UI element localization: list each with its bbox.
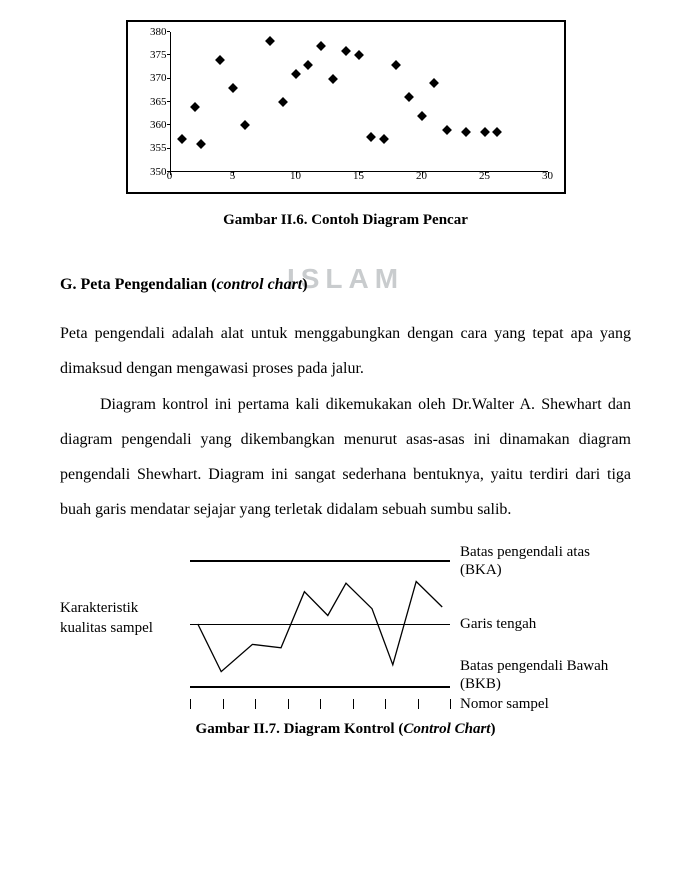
section-italic: control chart (216, 276, 302, 293)
sample-tick (418, 699, 419, 709)
sample-tick (288, 699, 289, 709)
section-title: Peta Pengendalian (80, 276, 207, 293)
sample-tick (320, 699, 321, 709)
xtick-label: 30 (542, 164, 553, 188)
section-letter: G. (60, 276, 76, 293)
section-heading: G. Peta Pengendalian (control chart) (60, 267, 631, 302)
control-cap-b: ) (490, 721, 495, 737)
ytick-label: 365 (136, 90, 167, 114)
xtick-label: 25 (479, 164, 490, 188)
ytick-label: 355 (136, 137, 167, 161)
control-chart (190, 539, 450, 709)
ytick-label: 360 (136, 113, 167, 137)
sample-number-label: Nomor sampel (460, 695, 549, 713)
sample-tick (353, 699, 354, 709)
xtick-label: 5 (230, 164, 236, 188)
control-chart-wrap: Karakteristik kualitas sampel Batas peng… (60, 539, 631, 709)
ytick-label: 375 (136, 43, 167, 67)
xtick-label: 20 (416, 164, 427, 188)
control-left-label: Karakteristik kualitas sampel (60, 599, 180, 638)
scatter-caption: Gambar II.6. Contoh Diagram Pencar (60, 204, 631, 237)
right-labels: Batas pengendali atas (BKA) Garis tengah… (460, 539, 610, 709)
xtick-label: 10 (290, 164, 301, 188)
control-hline (190, 624, 450, 625)
paragraph-2: Diagram kontrol ini pertama kali dikemuk… (60, 387, 631, 528)
scatter-frame: 350355360365370375380 0 5 10 15 20 25 30 (126, 20, 566, 194)
sample-tick (255, 699, 256, 709)
control-cap-a: Gambar II.7. Diagram Kontrol ( (196, 721, 404, 737)
ytick-label: 370 (136, 67, 167, 91)
control-cap-i: Control Chart (403, 721, 490, 737)
paragraph-1: Peta pengendali adalah alat untuk mengga… (60, 316, 631, 386)
ytick-label: 380 (136, 20, 167, 44)
sample-tick (450, 699, 451, 709)
control-hline (190, 686, 450, 688)
ytick-label: 350 (136, 160, 167, 184)
xtick-label: 15 (353, 164, 364, 188)
center-line-label: Garis tengah (460, 615, 536, 633)
upper-limit-label: Batas pengendali atas (BKA) (460, 543, 610, 579)
sample-tick (223, 699, 224, 709)
section-paren-close: ) (302, 276, 307, 293)
scatter-plot: 350355360365370375380051015202530 (136, 28, 556, 188)
control-caption: Gambar II.7. Diagram Kontrol (Control Ch… (60, 713, 631, 746)
sample-tick (190, 699, 191, 709)
lower-limit-label: Batas pengendali Bawah (BKB) (460, 657, 610, 693)
xtick-label: 0 (167, 164, 173, 188)
control-hline (190, 560, 450, 562)
sample-tick (385, 699, 386, 709)
